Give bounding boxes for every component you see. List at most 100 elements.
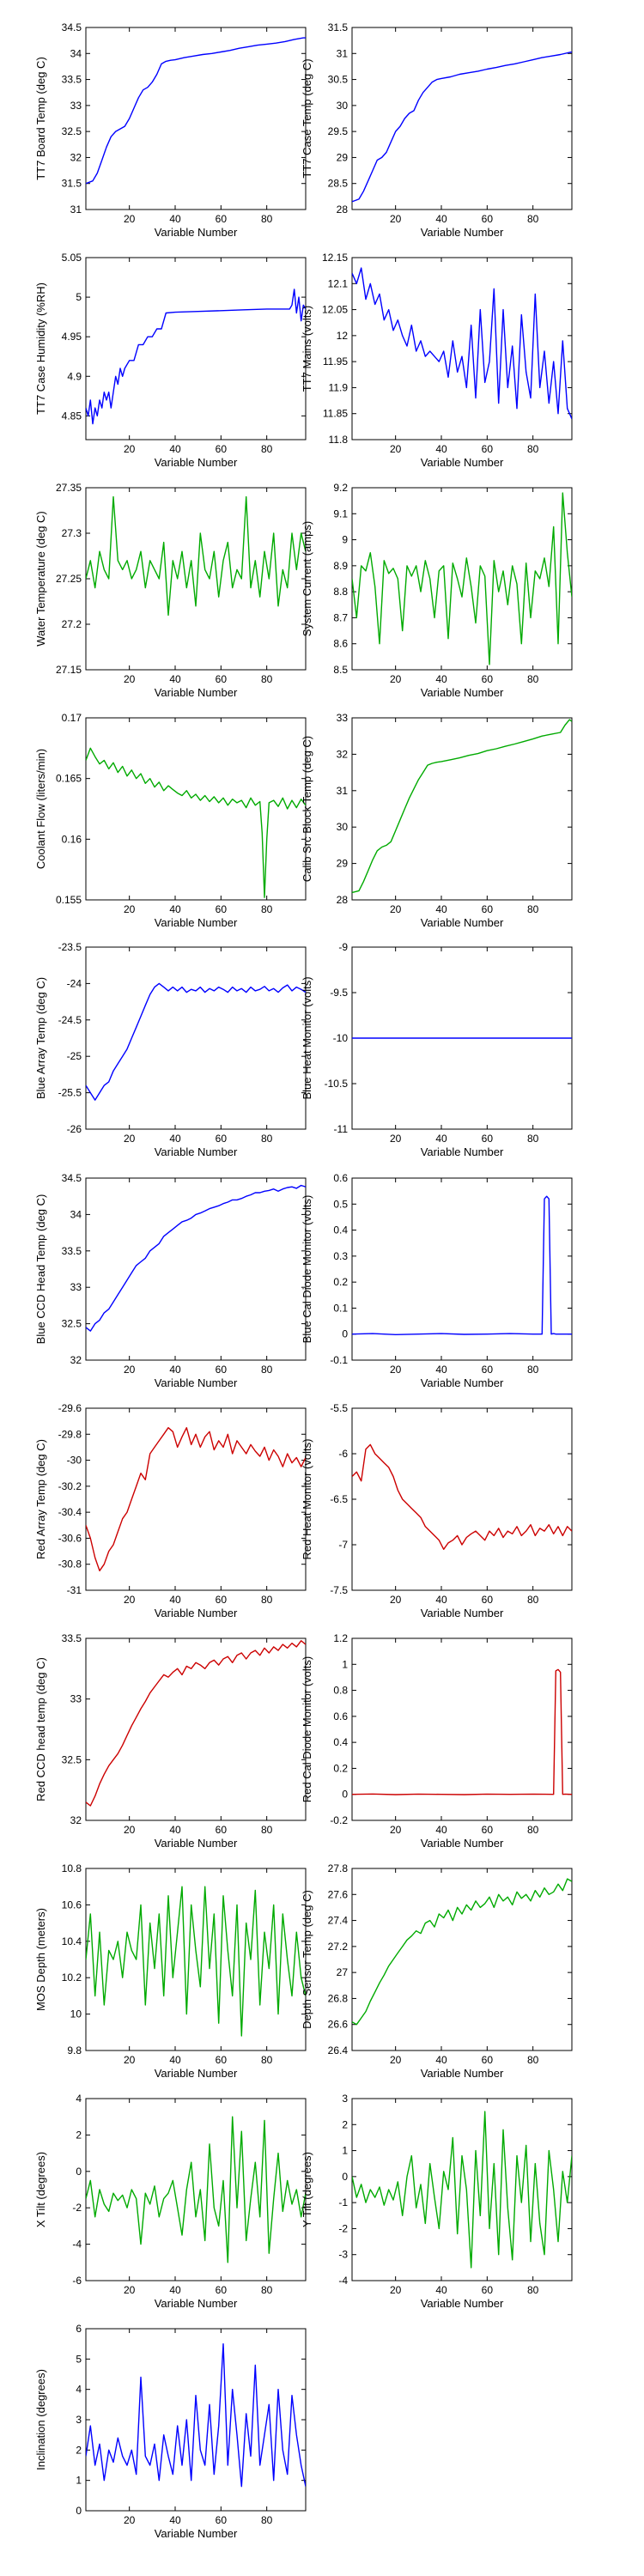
x-axis-label: Variable Number (421, 226, 504, 239)
y-tick-label: 0 (76, 2166, 82, 2178)
y-tick-label: 8.9 (333, 560, 348, 572)
x-tick-label: 40 (435, 1133, 447, 1145)
y-tick-label: 8.6 (333, 638, 348, 650)
x-axis-label: Variable Number (421, 686, 504, 699)
subplot-19: 20 40 60 80 -6 -4 -2 0 2 4 Variable Number X Tilt (… (34, 2093, 307, 2310)
x-tick-label: 60 (482, 1133, 494, 1145)
x-axis-label: Variable Number (421, 2297, 504, 2310)
y-tick-label: 0.155 (56, 894, 82, 906)
series-line (86, 2116, 306, 2263)
x-tick-label: 80 (527, 2284, 539, 2296)
x-tick-label: 60 (482, 2054, 494, 2066)
y-tick-label: 30.5 (328, 74, 349, 86)
x-tick-label: 20 (390, 673, 402, 685)
y-tick-label: -7.5 (330, 1584, 348, 1596)
y-tick-label: -6 (338, 1448, 348, 1460)
series-line (352, 1668, 572, 1795)
subplot-7: 20 40 60 80 0.155 0.16 0.165 0.17 Variable Numbe… (34, 712, 307, 929)
y-tick-label: 34 (70, 1208, 82, 1220)
plot-area (351, 1637, 573, 1821)
y-tick-label: 0.4 (333, 1224, 348, 1236)
y-tick-label: 30 (337, 100, 349, 112)
y-axis-label: TT7 Case Humidity (%RH) (34, 283, 47, 415)
y-tick-label: 12.1 (328, 277, 349, 289)
subplot-18: 20 40 60 80 26.4 26.6 26.8 27 27.2 27.4 27.6 27.8 Va… (301, 1862, 573, 2080)
y-tick-label: -4 (72, 2239, 82, 2251)
x-tick-label: 20 (124, 1364, 136, 1376)
y-tick-label: 31.5 (328, 21, 349, 33)
y-tick-label: -10.5 (325, 1078, 349, 1090)
y-tick-label: 28.5 (328, 178, 349, 190)
y-tick-label: 8.7 (333, 611, 348, 623)
y-tick-label: 0.1 (333, 1302, 348, 1314)
x-tick-label: 20 (124, 443, 136, 455)
x-tick-label: 60 (482, 673, 494, 685)
subplot-11: 20 40 60 80 32 32.5 33 33.5 34 34.5 Variable Numbe… (34, 1172, 307, 1389)
y-tick-label: 0.4 (333, 1736, 348, 1748)
x-tick-label: 60 (216, 1594, 228, 1606)
plot-area (351, 27, 573, 210)
y-tick-label: -30.4 (58, 1506, 82, 1518)
y-tick-label: 29 (337, 151, 349, 163)
y-tick-label: 0.6 (333, 1172, 348, 1184)
plot-area (351, 487, 573, 671)
x-axis-label: Variable Number (155, 456, 238, 469)
y-tick-label: 4.95 (62, 331, 82, 343)
x-tick-label: 20 (390, 213, 402, 225)
y-tick-label: 32.5 (62, 1318, 82, 1330)
y-tick-label: 10.2 (62, 1971, 82, 1984)
y-tick-label: 1 (342, 2145, 348, 2157)
y-tick-label: 27.3 (62, 527, 82, 539)
x-tick-label: 60 (216, 1133, 228, 1145)
y-tick-label: 12 (337, 330, 349, 342)
series-line (86, 1426, 306, 1572)
plot-area (85, 717, 307, 901)
subplot-20: 20 40 60 80 -4 -3 -2 -1 0 1 2 3 Variable Number Y Til… (301, 2093, 573, 2310)
x-tick-label: 40 (169, 2054, 181, 2066)
x-tick-label: 20 (124, 2054, 136, 2066)
series-line (86, 495, 306, 617)
subplot-9: 20 40 60 80 -26 -25.5 -25 -24.5 -24 -23.5 Variable… (34, 941, 307, 1158)
x-tick-label: 20 (390, 2284, 402, 2296)
y-tick-label: -0.2 (330, 1814, 348, 1826)
x-axis-label: Variable Number (155, 1376, 238, 1389)
y-axis-label: Coolant Flow (liters/min) (34, 749, 47, 869)
y-tick-label: 27.35 (56, 482, 82, 494)
y-tick-label: 32.5 (62, 1753, 82, 1765)
x-tick-label: 60 (482, 443, 494, 455)
y-axis-label: MOS Depth (meters) (34, 1908, 47, 2011)
x-tick-label: 60 (216, 443, 228, 455)
x-tick-label: 60 (482, 1824, 494, 1836)
x-axis-label: Variable Number (155, 2067, 238, 2080)
y-tick-label: 0.8 (333, 1685, 348, 1697)
subplot-4: 20 40 60 80 11.8 11.85 11.9 11.95 12 12.05 12.1 12.… (301, 252, 573, 469)
y-tick-label: 11.85 (323, 408, 348, 420)
plot-area (85, 1177, 307, 1361)
x-tick-label: 20 (390, 903, 402, 915)
y-tick-label: -2 (338, 2222, 348, 2234)
x-tick-label: 80 (261, 2054, 273, 2066)
x-tick-label: 20 (124, 903, 136, 915)
y-tick-label: 0.5 (333, 1198, 348, 1210)
series-line (352, 719, 572, 894)
y-tick-label: 27.6 (328, 1888, 349, 1900)
y-tick-label: 0 (342, 1328, 348, 1340)
x-tick-label: 40 (435, 673, 447, 685)
plot-area (351, 1177, 573, 1361)
y-tick-label: 27.4 (328, 1915, 349, 1927)
y-tick-label: 0.6 (333, 1710, 348, 1722)
y-tick-label: 1 (342, 1658, 348, 1670)
y-tick-label: -31 (67, 1584, 82, 1596)
y-tick-label: -23.5 (58, 941, 82, 953)
y-tick-label: 11.8 (329, 434, 349, 446)
y-tick-label: 9 (342, 534, 348, 546)
x-tick-label: 80 (261, 1133, 273, 1145)
y-tick-label: -2 (72, 2202, 82, 2214)
x-tick-label: 80 (527, 443, 539, 455)
y-tick-label: -1 (338, 2196, 348, 2208)
y-axis-label: Blue Array Temp (deg C) (34, 977, 47, 1099)
series-line (86, 1184, 306, 1332)
subplot-6: 20 40 60 80 8.5 8.6 8.7 8.8 8.9 9 9.1 9.2 Variable N… (301, 482, 573, 699)
x-tick-label: 60 (216, 673, 228, 685)
plot-area (351, 1868, 573, 2051)
